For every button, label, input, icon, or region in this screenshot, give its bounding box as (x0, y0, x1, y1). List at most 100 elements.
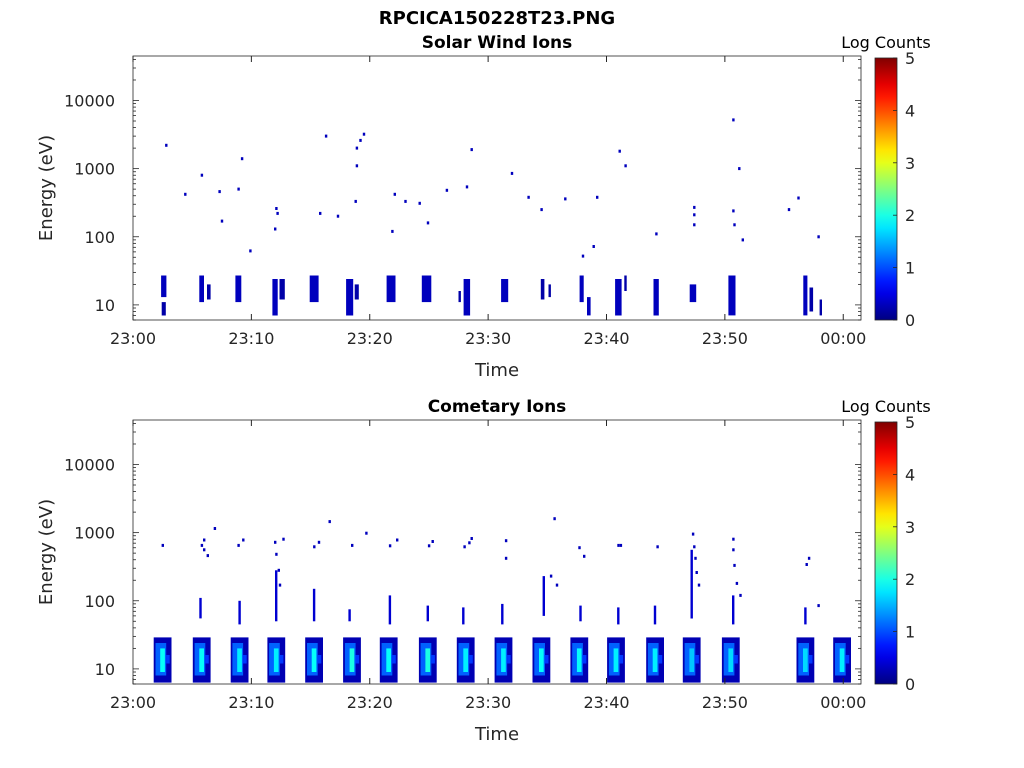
ion-count-cell (735, 581, 739, 585)
ion-count-cell (470, 148, 473, 152)
y-tick-label: 10 (95, 660, 115, 679)
ion-count-cell (732, 537, 735, 541)
colorbar-tick-label: 1 (905, 623, 915, 642)
ion-burst-mid (582, 655, 587, 664)
ion-count-cell (733, 563, 736, 567)
ion-count-cell (618, 149, 621, 153)
x-tick-label: 23:50 (702, 693, 748, 712)
ion-burst-mid (166, 655, 170, 664)
ion-count-cell (274, 227, 277, 231)
ion-count-cell (203, 538, 206, 542)
ion-count-spike (348, 609, 351, 622)
ion-count-cell (578, 546, 581, 550)
heatmap-plot-area: 23:00 23:10 23:20 23:30 23:40 23:50 00:00 1010… (64, 55, 866, 348)
x-tick-label: 23:10 (228, 329, 274, 348)
ion-count-cell (463, 545, 466, 549)
ion-count-cell (468, 541, 471, 545)
ion-count-spike (388, 595, 392, 625)
colorbar: Log Counts 0 1 2 3 4 5 (841, 33, 931, 330)
ion-count-band (458, 291, 461, 303)
heatmap-plot-area: 23:00 23:10 23:20 23:30 23:40 23:50 00:00 1010… (64, 419, 866, 712)
ion-count-cell (510, 171, 514, 175)
y-axis: 10 100 1000 10000 (64, 423, 861, 685)
panel-title-solar-wind: Solar Wind Ions (422, 33, 573, 53)
colorbar-label: Log Counts (841, 397, 931, 416)
ion-count-spike (312, 588, 316, 622)
ion-count-cell (317, 540, 321, 544)
colorbar-tick-label: 1 (905, 259, 915, 278)
ion-count-band (199, 275, 204, 303)
y-axis-label: Energy (eV) (36, 135, 57, 241)
ion-count-band (689, 284, 697, 303)
ion-count-spike (275, 570, 278, 622)
ion-count-cell (527, 195, 530, 199)
ion-count-cell (328, 520, 331, 524)
ion-count-cell (240, 157, 244, 161)
ion-burst-core (237, 648, 242, 672)
x-axis: 23:00 23:10 23:20 23:30 23:40 23:50 00:00 (110, 56, 866, 348)
ion-count-cell (655, 232, 658, 236)
colorbar: Log Counts 0 1 2 3 4 5 (841, 397, 931, 694)
ion-burst-mid (392, 655, 396, 664)
ion-count-band (386, 275, 396, 303)
ion-count-cell (351, 543, 354, 547)
ion-count-cell (203, 548, 206, 552)
ion-count-band (653, 279, 659, 316)
ion-count-cell (426, 221, 430, 225)
y-tick-label: 10 (95, 296, 115, 315)
ion-count-cell (324, 134, 328, 138)
ion-count-cell (313, 545, 316, 549)
ion-count-cell (695, 571, 698, 574)
ion-count-cell (693, 223, 696, 227)
ion-count-cell (282, 537, 285, 541)
ion-count-cell (161, 543, 164, 547)
ion-count-cell (396, 538, 399, 542)
ion-count-cell (694, 556, 697, 560)
x-tick-label: 23:10 (228, 693, 274, 712)
colorbar-tick-label: 5 (905, 413, 915, 432)
ion-burst-core (728, 648, 734, 672)
heatmap-cells (161, 118, 822, 316)
ion-burst-mid (658, 655, 663, 664)
ion-count-cell (504, 539, 508, 543)
ion-count-band (809, 287, 814, 312)
ion-count-spike (653, 605, 657, 625)
ion-count-band (207, 284, 211, 300)
ion-burst-core (689, 648, 695, 672)
ion-count-cell (817, 604, 820, 608)
ion-count-cell (738, 167, 741, 171)
x-axis-label: Time (474, 724, 519, 745)
ion-count-band (728, 275, 736, 316)
ion-count-cell (319, 211, 322, 215)
ion-count-band (579, 275, 584, 303)
colorbar-tick-label: 0 (905, 675, 915, 694)
plot-frame (132, 419, 862, 685)
ion-count-cell (277, 568, 280, 572)
ion-burst-core (273, 648, 279, 672)
ion-count-spike (804, 607, 807, 625)
ion-count-band (587, 297, 591, 316)
panel-title-cometary: Cometary Ions (428, 397, 567, 417)
ion-count-cell (549, 574, 553, 578)
ion-count-cell (355, 146, 359, 150)
ion-count-band (803, 275, 808, 316)
ion-burst-core (311, 648, 317, 672)
ion-count-cell (445, 188, 449, 192)
ion-count-cell (404, 199, 407, 203)
ion-count-cell (583, 554, 586, 558)
ion-count-spike (732, 595, 735, 625)
ion-count-band (624, 275, 627, 291)
ion-count-spike (542, 576, 545, 616)
ion-burst-core (839, 648, 845, 672)
ion-count-cell (278, 583, 282, 587)
ion-count-cell (237, 543, 240, 547)
colorbar-tick-label: 0 (905, 311, 915, 330)
ion-count-band (354, 284, 359, 300)
ion-count-cell (336, 214, 340, 218)
x-tick-label: 23:20 (347, 329, 393, 348)
ion-count-cell (218, 190, 221, 194)
ion-count-band (615, 279, 622, 316)
ion-count-band (161, 302, 166, 316)
ion-count-cell (184, 192, 187, 196)
